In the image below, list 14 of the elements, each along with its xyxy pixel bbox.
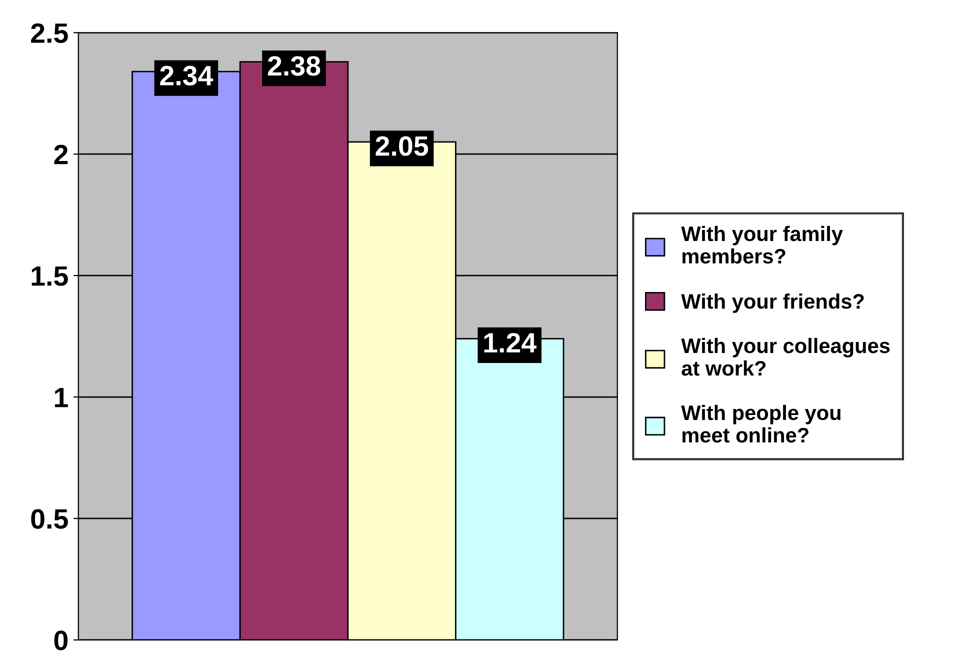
y-tick-label: 0 [54, 630, 68, 650]
y-tick-label: 1 [54, 388, 68, 408]
data-label: 2.05 [376, 136, 428, 156]
data-label: 2.34 [160, 66, 214, 86]
y-tick-label: 2 [54, 144, 68, 164]
y-tick-label: 2.5 [31, 23, 68, 43]
y-tick-label: 0.5 [31, 509, 68, 529]
legend-label: With your colleagues at work? [681, 338, 890, 376]
y-tick-label: 1.5 [32, 266, 68, 286]
legend-label: With your friends? [681, 293, 864, 313]
legend-label: With people you meet online? [681, 404, 840, 443]
data-label: 2.38 [268, 56, 320, 76]
data-label: 1.24 [484, 333, 536, 352]
legend-label: With your family members? [681, 226, 843, 264]
